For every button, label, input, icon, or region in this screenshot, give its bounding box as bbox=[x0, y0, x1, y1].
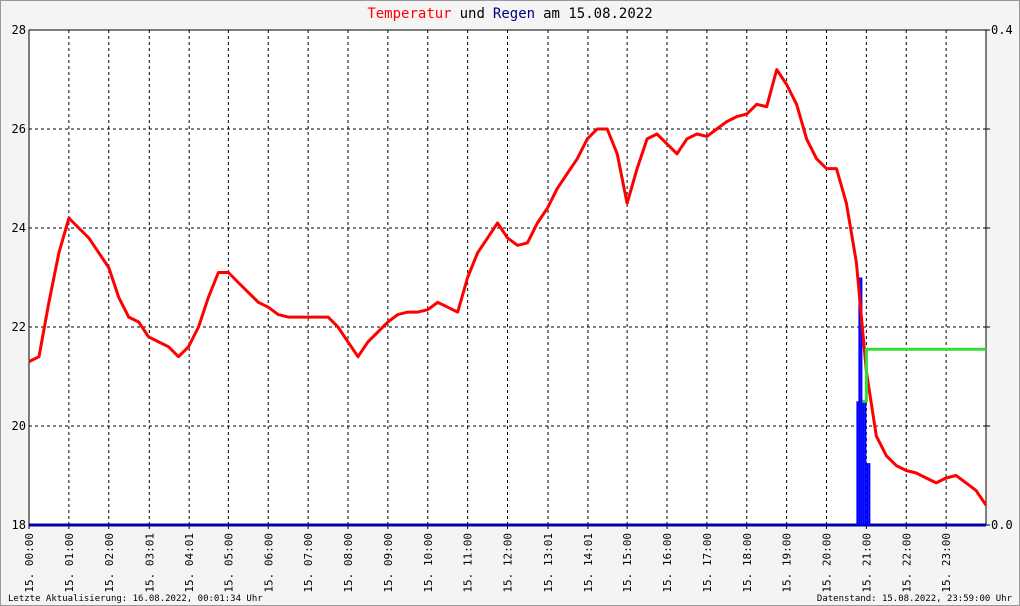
x-tick-label: 15. 09:00 bbox=[382, 533, 395, 593]
footer-left: Letzte Aktualisierung: 16.08.2022, 00:01… bbox=[8, 594, 263, 604]
title-part: Temperatur bbox=[367, 6, 451, 22]
title-part: Regen bbox=[493, 6, 535, 22]
x-tick-label: 15. 01:00 bbox=[63, 533, 76, 593]
rain-bar bbox=[856, 401, 859, 525]
chart-title: Temperatur und Regen am 15.08.2022 bbox=[367, 6, 652, 22]
y2-tick-label: 0.4 bbox=[991, 23, 1013, 37]
y2-tick-label: 0.0 bbox=[991, 518, 1013, 532]
y-tick-label: 24 bbox=[12, 221, 26, 235]
rain-bar bbox=[868, 463, 871, 525]
x-tick-label: 15. 15:00 bbox=[621, 533, 634, 593]
rain-bar bbox=[858, 277, 861, 525]
x-tick-label: 15. 13:01 bbox=[542, 533, 555, 593]
rain-bar bbox=[864, 401, 867, 525]
x-tick-label: 15. 12:00 bbox=[502, 533, 515, 593]
x-tick-label: 15. 11:00 bbox=[462, 533, 475, 593]
footer-right: Datenstand: 15.08.2022, 23:59:00 Uhr bbox=[817, 594, 1013, 604]
title-part: am 15.08.2022 bbox=[543, 6, 653, 22]
x-tick-label: 15. 08:00 bbox=[342, 533, 355, 593]
x-tick-label: 15. 14:01 bbox=[582, 533, 595, 593]
y-tick-label: 20 bbox=[12, 419, 26, 433]
x-tick-label: 15. 00:00 bbox=[23, 533, 36, 593]
series-line bbox=[28, 68, 988, 507]
series-line bbox=[862, 347, 986, 403]
x-tick-label: 15. 06:00 bbox=[262, 533, 275, 593]
x-tick-label: 15. 07:00 bbox=[302, 533, 315, 593]
x-tick-label: 15. 19:00 bbox=[781, 533, 794, 593]
x-tick-label: 15. 10:00 bbox=[422, 533, 435, 593]
y-tick-label: 26 bbox=[12, 122, 26, 136]
rain-bar bbox=[866, 463, 869, 525]
y-tick-label: 28 bbox=[12, 23, 26, 37]
x-tick-label: 15. 20:00 bbox=[821, 533, 834, 593]
rain-bar bbox=[860, 277, 863, 525]
x-tick-label: 15. 21:00 bbox=[860, 533, 873, 593]
x-tick-label: 15. 03:01 bbox=[143, 533, 156, 593]
x-tick-label: 15. 02:00 bbox=[103, 533, 116, 593]
x-tick-label: 15. 05:00 bbox=[222, 533, 235, 593]
y-tick-label: 22 bbox=[12, 320, 26, 334]
x-tick-label: 15. 16:00 bbox=[661, 533, 674, 593]
x-tick-label: 15. 23:00 bbox=[940, 533, 953, 593]
x-tick-label: 15. 04:01 bbox=[183, 533, 196, 593]
title-part: und bbox=[460, 6, 485, 22]
rain-bar bbox=[862, 401, 865, 525]
x-tick-label: 15. 22:00 bbox=[900, 533, 913, 593]
y-tick-label: 18 bbox=[12, 518, 26, 532]
x-tick-label: 15. 17:00 bbox=[701, 533, 714, 593]
x-tick-label: 15. 18:00 bbox=[741, 533, 754, 593]
